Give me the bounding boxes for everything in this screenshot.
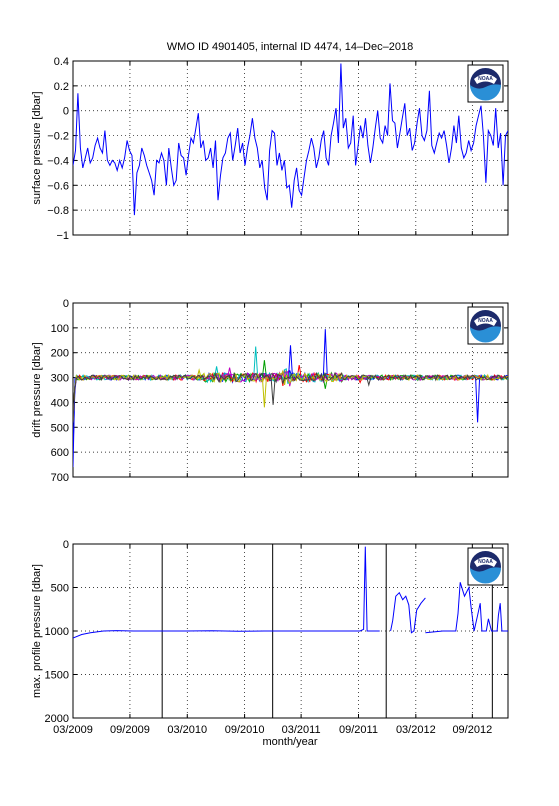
y-axis-label: drift pressure [dbar] bbox=[31, 342, 43, 437]
noaa-logo: NOAA bbox=[467, 64, 504, 103]
x-tick-label: 03/2011 bbox=[282, 724, 321, 736]
drift-spike bbox=[227, 367, 233, 378]
max-pressure-line bbox=[425, 582, 508, 634]
surface-pressure-panel: 0.4 0.2 0 −0.2 −0.4 −0.6 −0.8 −1 surface pressur… bbox=[31, 56, 509, 242]
y-tick-label: −0.4 bbox=[47, 155, 69, 167]
x-tick-label: 03/2012 bbox=[396, 724, 436, 736]
y-tick-label: −1 bbox=[56, 230, 69, 242]
drift-pressure-panel: 0 100 200 300 400 500 600 700 drift pressure [db… bbox=[31, 298, 509, 484]
y-tick-label: 600 bbox=[51, 447, 69, 459]
max-pressure-line bbox=[73, 546, 380, 639]
y-tick-label: 0 bbox=[63, 106, 69, 118]
y-tick-label: 200 bbox=[51, 348, 69, 360]
logo-bird bbox=[474, 557, 497, 567]
drift-spike bbox=[288, 345, 293, 378]
y-tick-label: 300 bbox=[51, 373, 69, 385]
drift-spike bbox=[253, 346, 259, 378]
y-tick-label: 1000 bbox=[45, 626, 69, 638]
y-tick-label: 500 bbox=[51, 583, 69, 595]
x-axis-label: month/year bbox=[262, 736, 317, 748]
y-tick-label: 1500 bbox=[45, 670, 69, 682]
drift-spike bbox=[270, 377, 276, 405]
max-pressure-line bbox=[390, 591, 426, 634]
logo-text: NOAA bbox=[478, 76, 493, 82]
y-tick-label: 0.2 bbox=[54, 81, 69, 93]
series-group bbox=[73, 544, 508, 718]
drift-spike bbox=[366, 377, 372, 387]
logo-text: NOAA bbox=[478, 559, 493, 565]
x-tick-label: 09/2012 bbox=[452, 724, 492, 736]
surface-pressure-line bbox=[73, 63, 508, 216]
logo-bird bbox=[474, 74, 497, 84]
y-tick-label: 0 bbox=[63, 298, 69, 310]
y-tick-label: 0.4 bbox=[54, 56, 69, 68]
logo-text: NOAA bbox=[478, 318, 493, 324]
series-group bbox=[73, 329, 508, 468]
drift-spike bbox=[322, 329, 328, 378]
x-tick-label: 03/2009 bbox=[53, 724, 93, 736]
noaa-logo: NOAA bbox=[467, 547, 504, 586]
drift-spike bbox=[261, 377, 267, 408]
noaa-logo: NOAA bbox=[467, 306, 504, 345]
figure-title: WMO ID 4901405, internal ID 4474, 14–Dec… bbox=[167, 41, 413, 53]
drift-line bbox=[73, 371, 508, 423]
y-tick-label: −0.6 bbox=[47, 180, 69, 192]
y-tick-label: 0 bbox=[63, 539, 69, 551]
logo-wave bbox=[470, 326, 501, 343]
y-tick-label: 700 bbox=[51, 472, 69, 484]
y-tick-label: 2000 bbox=[45, 713, 69, 725]
x-tick-label: 09/2009 bbox=[110, 724, 150, 736]
drift-spike bbox=[475, 377, 481, 423]
y-tick-label: −0.8 bbox=[47, 205, 69, 217]
drift-spike bbox=[261, 360, 267, 378]
max-profile-pressure-panel: 0 500 1000 1500 2000 max. profile pressure [d… bbox=[31, 539, 509, 736]
plot-area-1 bbox=[72, 302, 509, 478]
y-axis-label: surface pressure [dbar] bbox=[31, 91, 43, 204]
y-tick-label: −0.2 bbox=[47, 131, 69, 143]
x-tick-label: 09/2010 bbox=[225, 724, 265, 736]
y-tick-label: 100 bbox=[51, 323, 69, 335]
drift-spike bbox=[73, 377, 76, 468]
logo-wave bbox=[470, 84, 501, 101]
x-tick-label: 09/2011 bbox=[339, 724, 378, 736]
x-tick-label: 03/2010 bbox=[167, 724, 207, 736]
series-group bbox=[73, 63, 508, 216]
plot-area-0 bbox=[72, 60, 509, 236]
logo-wave bbox=[470, 567, 501, 584]
y-tick-label: 400 bbox=[51, 397, 69, 409]
y-tick-label: 500 bbox=[51, 422, 69, 434]
y-axis-label: max. profile pressure [dbar] bbox=[31, 564, 43, 698]
drift-spike bbox=[196, 368, 202, 378]
logo-bird bbox=[474, 316, 497, 326]
